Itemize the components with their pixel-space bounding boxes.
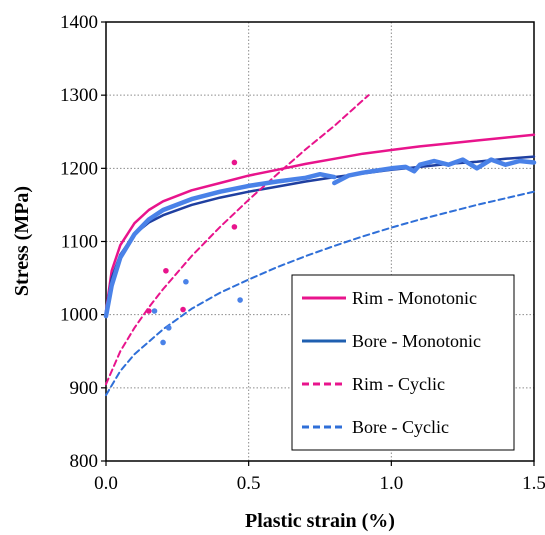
scatter-point: [160, 339, 166, 346]
y-tick-label: 1400: [60, 12, 98, 33]
scatter-layer: [146, 159, 243, 346]
y-tick-label: 1200: [60, 158, 98, 179]
x-axis-title: Plastic strain (%): [245, 510, 395, 532]
scatter-point: [151, 308, 158, 314]
series-bore-cyclic: [105, 190, 535, 397]
legend-label: Rim - Monotonic: [352, 288, 477, 308]
series-measured-5: [332, 157, 537, 186]
scatter-point: [165, 325, 172, 331]
y-tick-label: 1300: [60, 85, 98, 106]
axis-ticks: 800 900 1000 1100 1200 1300 1400 0.0 0.5 1.0 1.5: [60, 12, 545, 494]
series-rim-monotonic: [104, 133, 536, 313]
series-layer: [103, 94, 537, 397]
scatter-point: [231, 159, 238, 166]
y-axis-title: Stress (MPa): [11, 186, 33, 296]
x-tick-label: 1.5: [522, 473, 545, 494]
scatter-point: [163, 267, 169, 274]
y-tick-label: 800: [70, 451, 99, 472]
legend-label: Rim - Cyclic: [352, 374, 445, 394]
scatter-point: [180, 306, 186, 313]
y-tick-label: 1100: [61, 232, 98, 253]
y-tick-label: 900: [70, 378, 99, 399]
legend-label: Bore - Cyclic: [352, 417, 449, 437]
x-tick-label: 1.0: [379, 473, 403, 494]
x-tick-label: 0.0: [94, 473, 118, 494]
series-measured-4: [103, 171, 337, 319]
legend-box: [291, 274, 515, 451]
series-rim-cyclic: [105, 94, 370, 386]
x-tick-label: 0.5: [237, 473, 261, 494]
legend: Rim - Monotonic Bore - Monotonic Rim - Cyc…: [291, 274, 515, 451]
scatter-point: [237, 297, 243, 303]
scatter-point: [231, 224, 238, 230]
scatter-point: [183, 278, 189, 285]
y-tick-label: 1000: [60, 305, 98, 326]
legend-label: Bore - Monotonic: [352, 331, 481, 351]
scatter-point: [146, 308, 152, 314]
